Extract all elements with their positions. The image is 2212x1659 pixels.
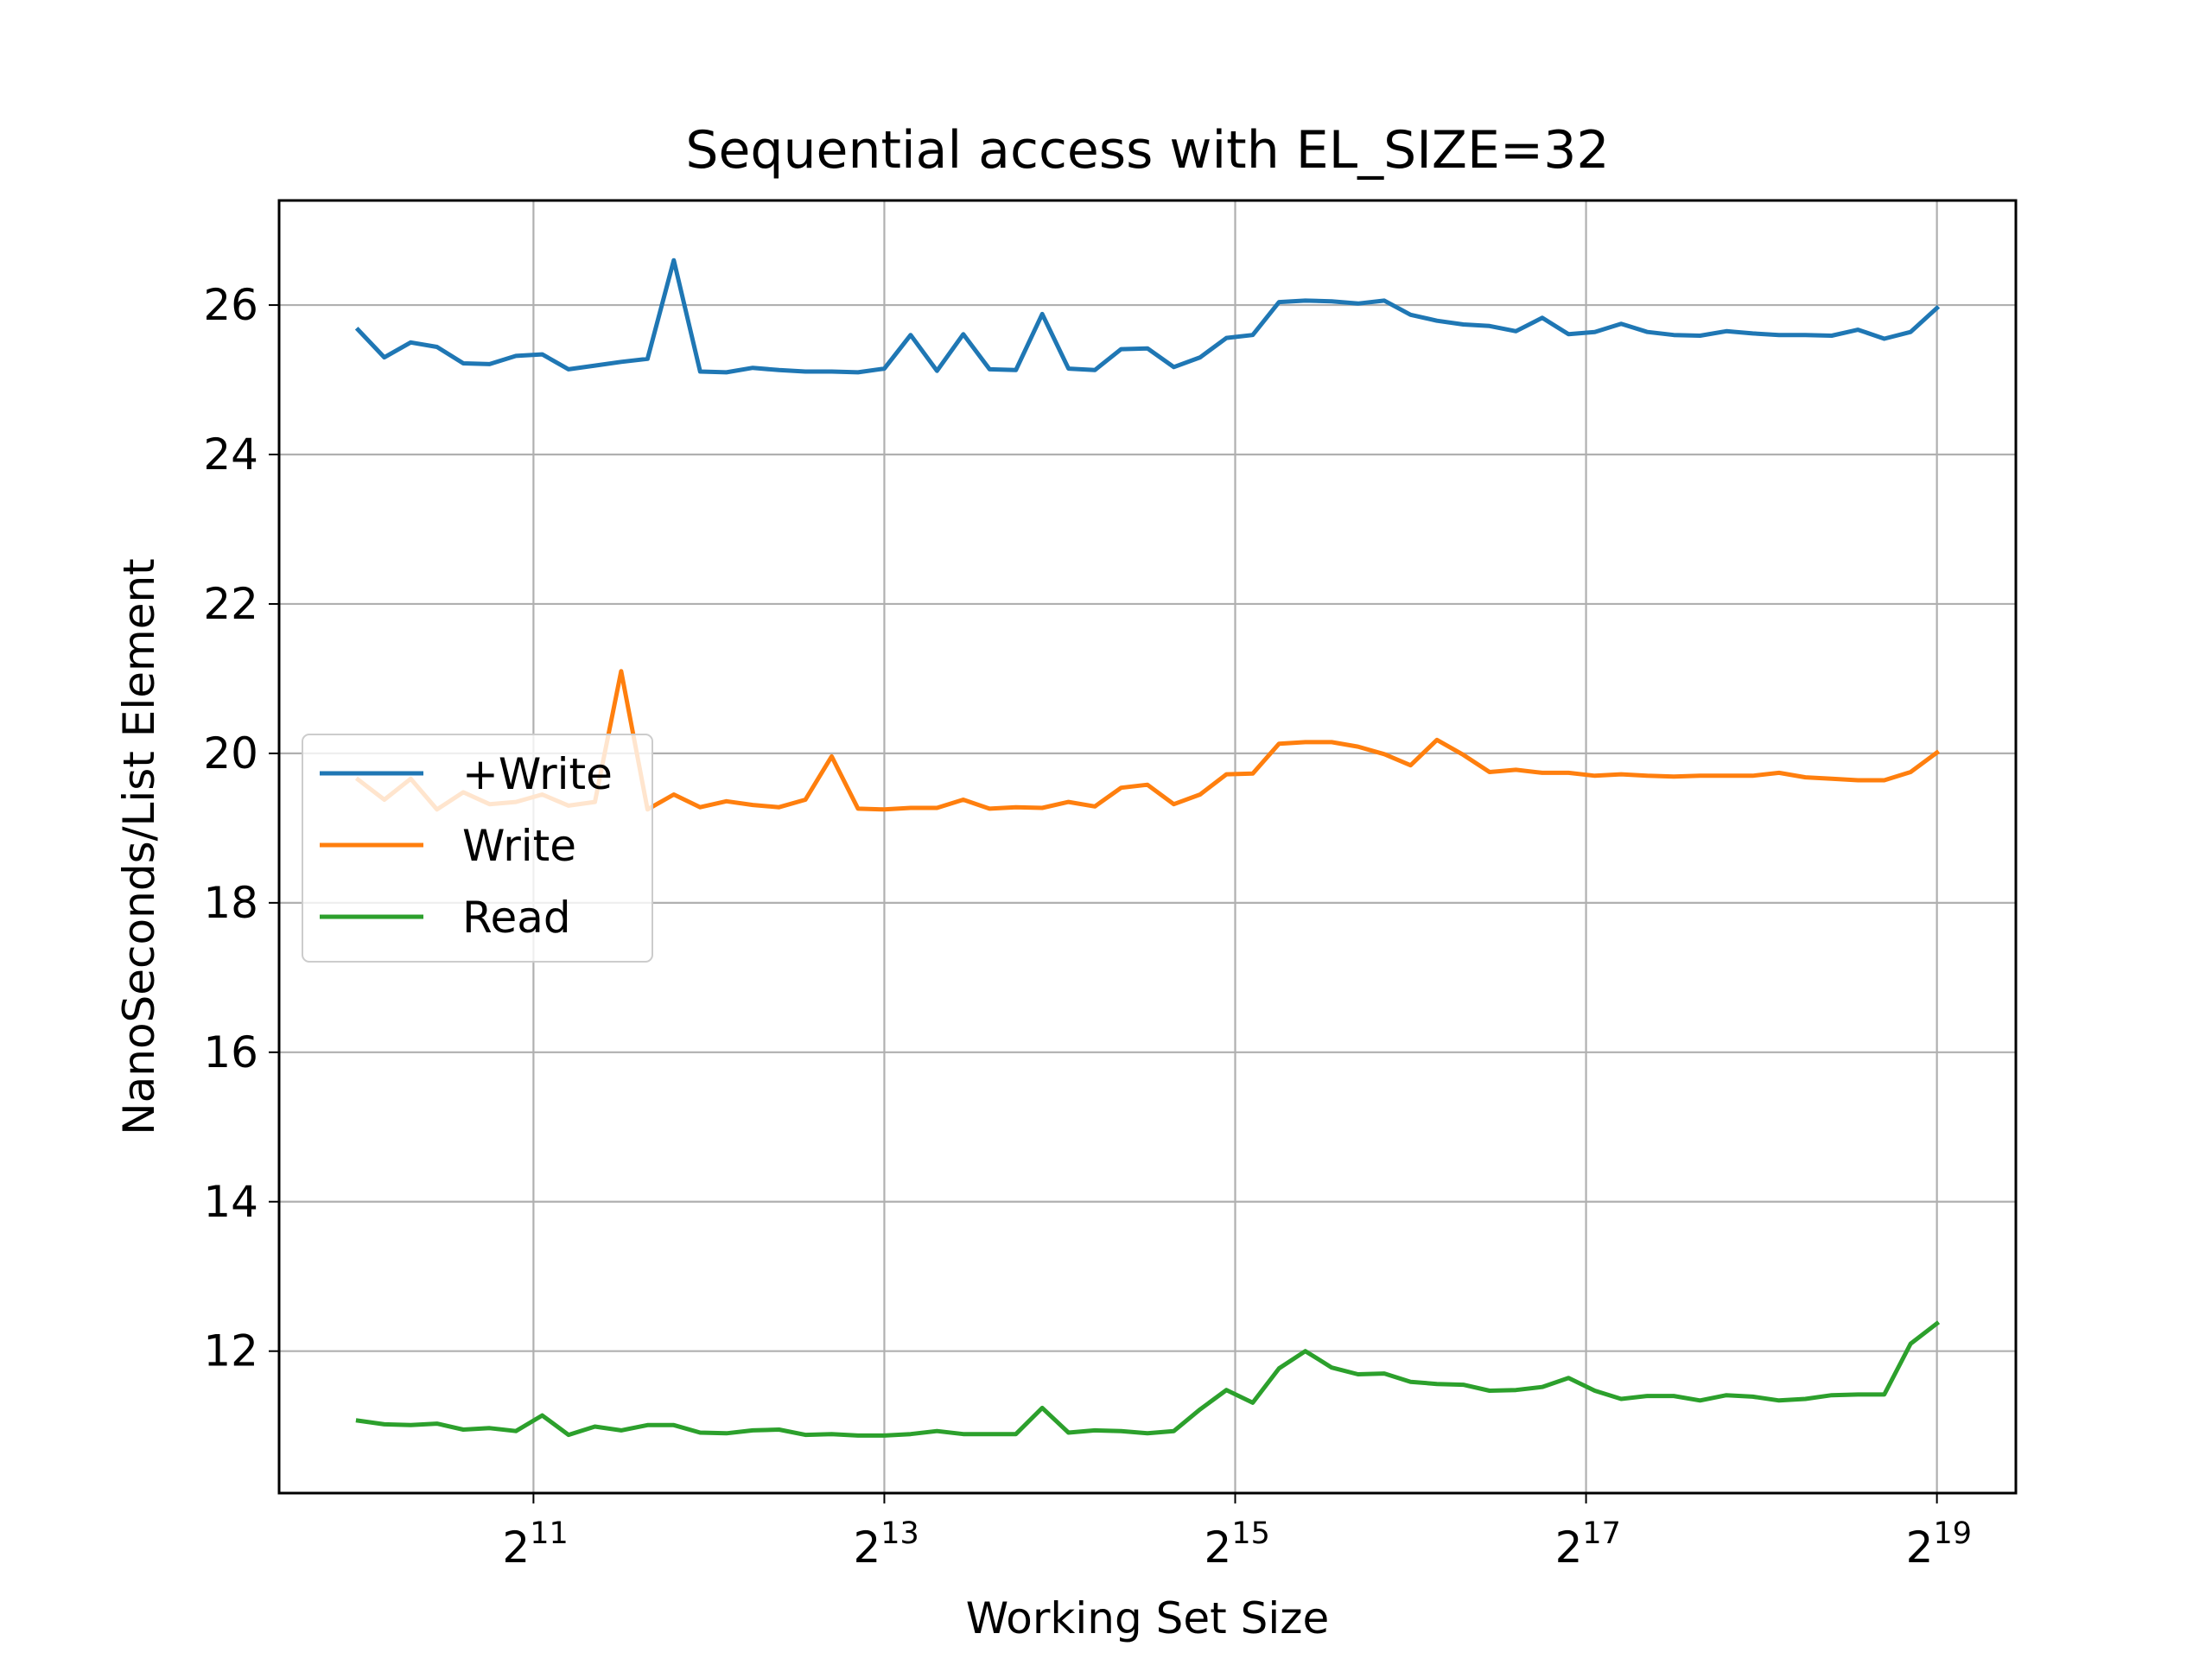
x-tick-label: 213: [853, 1516, 918, 1573]
x-tick-base: 2: [502, 1522, 530, 1573]
x-tick-exponent: 17: [1582, 1516, 1621, 1551]
plot-frame: [277, 199, 2018, 1495]
series-line-write: [354, 669, 1941, 812]
x-tick-label: 215: [1205, 1516, 1270, 1573]
x-tick-label: 217: [1555, 1516, 1621, 1573]
x-tick-base: 2: [1555, 1522, 1583, 1573]
y-axis-label: NanoSeconds/List Element: [114, 558, 164, 1135]
x-tick-base: 2: [853, 1522, 880, 1573]
x-tick-exponent: 11: [530, 1516, 569, 1551]
x-tick-exponent: 13: [880, 1516, 919, 1551]
x-tick-exponent: 19: [1933, 1516, 1972, 1551]
y-tick-label: 22: [203, 579, 258, 629]
chart-title: Sequential access with EL_SIZE=32: [685, 120, 1609, 181]
y-tick-label: 20: [203, 728, 258, 779]
y-tick-label: 14: [203, 1177, 258, 1227]
series-line-write: [354, 257, 1941, 375]
x-axis-label: Working Set Size: [966, 1593, 1329, 1643]
legend-box: [302, 734, 653, 963]
legend-label: Read: [462, 893, 571, 943]
x-tick-base: 2: [1205, 1522, 1232, 1573]
x-tick-base: 2: [1906, 1522, 1934, 1573]
x-tick-exponent: 15: [1231, 1516, 1270, 1551]
legend-label: Write: [462, 821, 576, 871]
y-tick-label: 12: [203, 1326, 258, 1376]
legend-label: +Write: [462, 749, 613, 799]
y-tick-label: 26: [203, 280, 258, 330]
legend: +Write Write Read: [302, 734, 653, 963]
y-tick-label: 24: [203, 429, 258, 480]
series-line-read: [355, 1320, 1941, 1438]
series-lines: [354, 257, 1941, 1438]
x-tick-label: 211: [502, 1516, 568, 1573]
y-tick-label: 16: [203, 1027, 258, 1077]
x-tick-label: 219: [1906, 1516, 1972, 1573]
y-tick-label: 18: [203, 878, 258, 928]
